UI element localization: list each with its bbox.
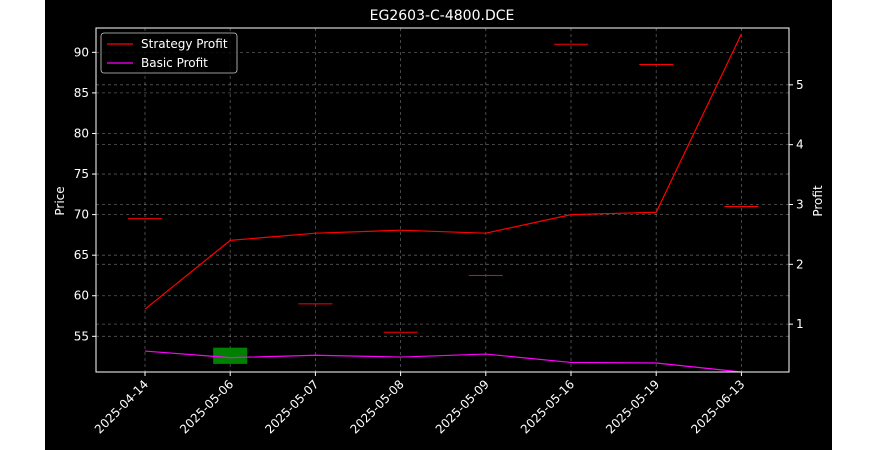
series-lines	[144, 33, 742, 373]
legend-label: Basic Profit	[141, 56, 208, 70]
grid	[96, 28, 789, 372]
y-tick-label-right: 1	[796, 317, 804, 331]
y-tick-label-left: 75	[74, 167, 89, 181]
candles	[128, 43, 759, 364]
candle-body	[468, 274, 503, 276]
legend: Strategy Profit Basic Profit	[100, 32, 238, 74]
y-tick-label-left: 65	[74, 248, 89, 262]
x-tick-label: 2025-04-14	[92, 377, 151, 436]
candle-body	[639, 64, 674, 66]
y-tick-label-right: 3	[796, 197, 804, 211]
candle-body	[298, 303, 333, 305]
y-tick-label-left: 60	[74, 289, 89, 303]
y-tick-label-left: 80	[74, 126, 89, 140]
x-tick-label: 2025-05-19	[603, 377, 662, 436]
chart-title: EG2603-C-4800.DCE	[370, 8, 515, 24]
axes: 2025-04-14 2025-05-06 2025-05-07 2025-05-08…	[74, 27, 804, 436]
x-tick-label: 2025-05-08	[348, 377, 407, 436]
y-tick-label-right: 2	[796, 257, 804, 271]
y-tick-label-left: 85	[74, 86, 89, 100]
y-axis-label-left: Price	[53, 186, 67, 215]
x-tick-label: 2025-05-06	[177, 377, 236, 436]
candle-body	[554, 43, 588, 45]
y-tick-label-left: 55	[74, 329, 89, 343]
series-line-basic-profit	[144, 350, 742, 373]
x-tick-label: 2025-05-09	[433, 377, 492, 436]
y-axis-label-right: Profit	[811, 185, 825, 217]
candle-body	[128, 218, 162, 220]
y-tick-label-left: 90	[74, 45, 89, 59]
candle-body	[724, 205, 759, 207]
figure-background	[45, 0, 832, 450]
candle-body	[383, 331, 418, 333]
x-tick-label: 2025-05-07	[262, 377, 321, 436]
candle-body	[213, 347, 248, 364]
legend-label: Strategy Profit	[141, 37, 228, 51]
x-tick-label: 2025-06-13	[688, 377, 747, 436]
x-tick-label: 2025-05-16	[518, 377, 577, 436]
plot-frame	[95, 27, 790, 373]
y-tick-label-right: 5	[796, 78, 804, 92]
series-line-strategy-profit	[144, 33, 742, 310]
y-tick-label-right: 4	[796, 138, 804, 152]
y-tick-label-left: 70	[74, 208, 89, 222]
legend-box	[100, 32, 238, 74]
